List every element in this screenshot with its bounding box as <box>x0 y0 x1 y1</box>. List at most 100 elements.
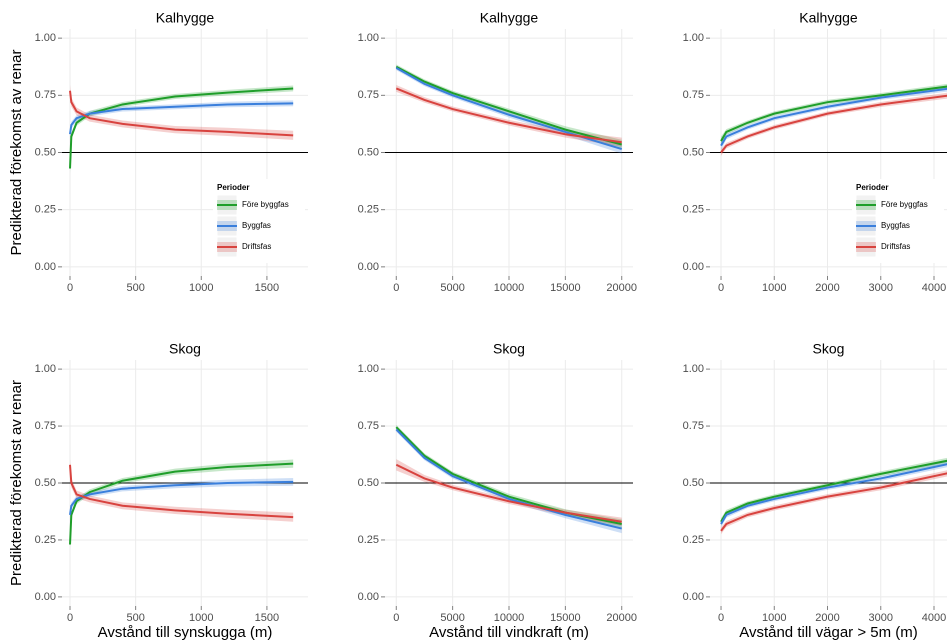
legend-label: Driftsfas <box>242 242 271 251</box>
legend: Perioder Före byggfas Byggfas Driftsfas <box>213 179 305 263</box>
y-tick-label: 0.75 <box>683 89 704 101</box>
x-tick-label: 1000 <box>189 612 213 624</box>
series-line <box>395 87 622 144</box>
y-tick-label: 0.50 <box>358 477 379 489</box>
x-tick-label: 0 <box>393 612 399 624</box>
y-tick-label: 1.00 <box>358 32 379 44</box>
series-line <box>395 428 622 530</box>
series-line <box>720 463 947 525</box>
x-tick-label: 10000 <box>494 282 525 294</box>
x-tick-label: 4000 <box>922 612 946 624</box>
confidence-band <box>70 459 294 550</box>
panel-title: Kalhygge <box>799 10 858 26</box>
panel-title: Skog <box>813 341 845 357</box>
series-line <box>69 464 294 519</box>
y-tick-label: 0.00 <box>683 591 704 603</box>
x-axis-title: Avstånd till vägar > 5m (m) <box>739 624 918 640</box>
x-tick-label: 500 <box>126 282 144 294</box>
y-tick-label: 0.50 <box>683 477 704 489</box>
x-tick-label: 4000 <box>922 282 946 294</box>
data-layer <box>62 459 308 550</box>
series-line <box>395 65 622 146</box>
x-tick-label: 2000 <box>815 282 839 294</box>
panel: 0.00 0.25 0.50 0.75 1.00 0 500 1000 1500 Skog Pred… <box>8 341 308 640</box>
y-tick-label: 0.00 <box>358 591 379 603</box>
x-tick-label: 0 <box>67 282 73 294</box>
x-tick-label: 1000 <box>762 612 786 624</box>
y-tick-label: 0.25 <box>35 204 56 216</box>
panel-title: Kalhygge <box>156 10 215 26</box>
series-line <box>720 94 947 154</box>
y-tick-label: 0.00 <box>35 591 56 603</box>
x-tick-label: 1000 <box>762 282 786 294</box>
y-tick-label: 0.50 <box>35 146 56 158</box>
y-tick-label: 0.25 <box>683 204 704 216</box>
confidence-band <box>70 85 294 140</box>
x-tick-label: 1000 <box>189 282 213 294</box>
y-tick-label: 0.50 <box>35 477 56 489</box>
confidence-band <box>721 461 947 528</box>
panel-title: Skog <box>493 341 525 357</box>
series-line <box>720 472 947 532</box>
y-axis-title: Predikterad förekomst av renar <box>8 50 25 256</box>
y-axis-title: Predikterad förekomst av renar <box>8 380 25 586</box>
legend-label: Driftsfas <box>881 242 910 251</box>
y-tick-label: 0.75 <box>35 420 56 432</box>
data-layer <box>62 85 308 174</box>
x-tick-label: 3000 <box>869 282 893 294</box>
data-layer <box>710 457 947 535</box>
legend-label: Före byggfas <box>881 200 928 209</box>
panel: 0.00 0.25 0.50 0.75 1.00 0 500 1000 1500 Kalhygge… <box>8 10 308 294</box>
x-tick-label: 15000 <box>550 612 581 624</box>
data-layer <box>385 64 633 154</box>
series-line <box>720 85 947 142</box>
y-tick-label: 0.50 <box>683 146 704 158</box>
legend: Perioder Före byggfas Byggfas Driftsfas <box>852 179 944 263</box>
y-tick-label: 0.50 <box>358 146 379 158</box>
y-tick-label: 1.00 <box>683 32 704 44</box>
x-tick-label: 0 <box>718 282 724 294</box>
x-tick-label: 5000 <box>440 282 464 294</box>
legend-label: Före byggfas <box>242 200 289 209</box>
x-axis-title: Avstånd till vindkraft (m) <box>429 624 589 640</box>
confidence-band <box>396 64 622 150</box>
x-tick-label: 1500 <box>255 282 279 294</box>
y-tick-label: 0.00 <box>683 261 704 273</box>
x-tick-label: 500 <box>126 612 144 624</box>
legend-label: Byggfas <box>242 221 271 230</box>
x-tick-label: 10000 <box>494 612 525 624</box>
series-line <box>69 480 294 516</box>
x-tick-label: 3000 <box>869 612 893 624</box>
series-line <box>720 87 947 147</box>
panel: 0.00 0.25 0.50 0.75 1.00 0 1000 2000 3000 4000 Sko… <box>683 341 947 640</box>
confidence-band <box>70 100 294 139</box>
x-tick-label: 1500 <box>255 612 279 624</box>
panel-title: Skog <box>169 341 201 357</box>
y-tick-label: 0.25 <box>35 534 56 546</box>
y-tick-label: 0.25 <box>358 204 379 216</box>
x-tick-label: 5000 <box>440 612 464 624</box>
x-tick-label: 0 <box>393 282 399 294</box>
y-tick-label: 0.25 <box>358 534 379 546</box>
x-tick-label: 0 <box>67 612 73 624</box>
series-line <box>69 87 294 169</box>
panel-title: Kalhygge <box>480 10 539 26</box>
series-line <box>720 459 947 523</box>
y-tick-label: 1.00 <box>35 32 56 44</box>
x-tick-label: 0 <box>718 612 724 624</box>
series-line <box>395 463 622 523</box>
x-tick-label: 20000 <box>606 612 637 624</box>
series-line <box>69 102 294 135</box>
x-tick-label: 15000 <box>550 282 581 294</box>
series-line <box>69 90 294 137</box>
x-tick-label: 20000 <box>606 282 637 294</box>
legend-title: Perioder <box>217 183 249 192</box>
y-tick-label: 0.75 <box>683 420 704 432</box>
y-tick-label: 0.75 <box>358 420 379 432</box>
y-tick-label: 0.25 <box>683 534 704 546</box>
data-layer <box>385 424 633 534</box>
y-tick-label: 0.00 <box>35 261 56 273</box>
y-tick-label: 0.75 <box>358 89 379 101</box>
